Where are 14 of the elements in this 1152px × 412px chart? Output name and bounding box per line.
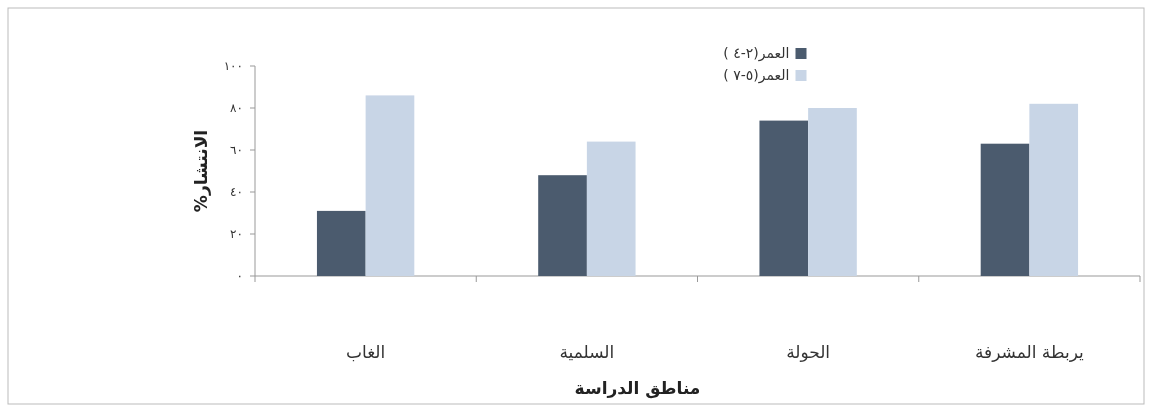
y-tick-label: ٢٠ (230, 227, 243, 241)
x-tick-label: السلمية (559, 342, 615, 362)
legend-label: العمر(٢-٤ ) (723, 45, 790, 62)
y-axis-title: الانتشار% (191, 129, 211, 213)
y-tick-label: ٠ (236, 269, 243, 283)
x-tick-label: يربطة المشرفة (974, 342, 1085, 362)
x-tick-label: الغاب (345, 342, 386, 362)
y-tick-label: ١٠٠ (223, 59, 243, 73)
x-axis-title: مناطق الدراسة (574, 378, 701, 399)
y-tick-label: ٦٠ (230, 143, 243, 157)
legend-label: العمر(٥-٧ ) (723, 67, 790, 84)
x-tick-label: الحولة (786, 342, 831, 362)
y-tick-label: ٨٠ (230, 101, 243, 115)
y-tick-label: ٤٠ (230, 185, 243, 199)
